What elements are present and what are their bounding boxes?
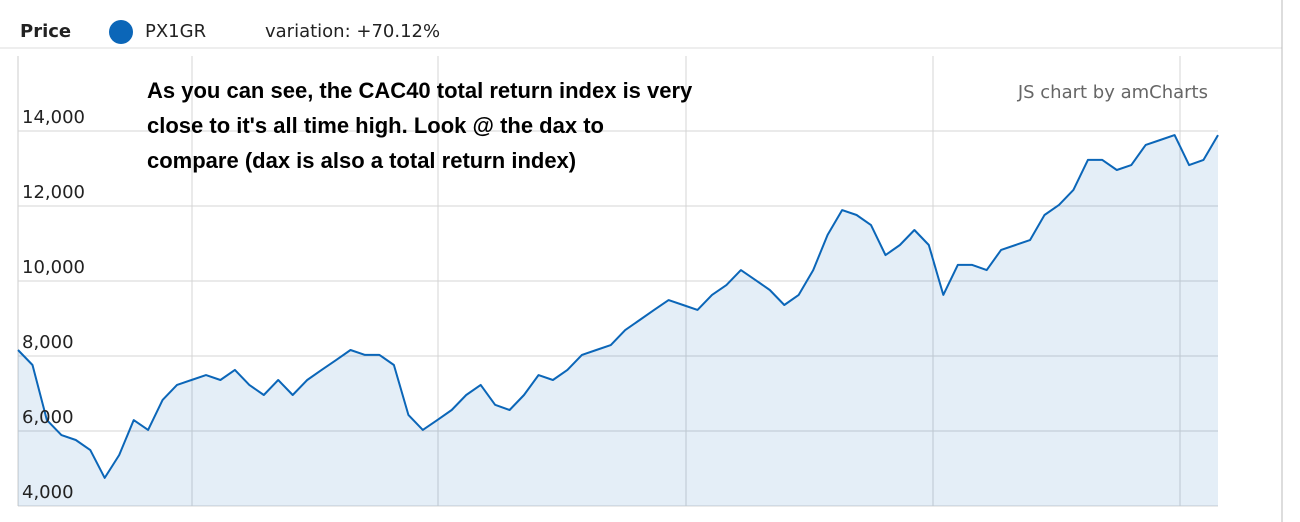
legend-swatch [109, 20, 133, 44]
area-fill [18, 135, 1218, 506]
annotation: close to it's all time high. Look @ the … [147, 113, 604, 138]
y-tick-label: 12,000 [22, 182, 85, 203]
y-tick-label: 8,000 [22, 332, 74, 353]
legend-label: PX1GR [145, 21, 206, 42]
y-tick-label: 4,000 [22, 482, 74, 503]
y-tick-label: 6,000 [22, 407, 74, 428]
y-tick-label: 10,000 [22, 257, 85, 278]
line [17, 134, 1219, 479]
credit: JS chart by amCharts [1017, 82, 1208, 103]
annotation: As you can see, the CAC40 total return i… [147, 78, 693, 103]
variation: variation: +70.12% [265, 21, 440, 42]
annotation: compare (dax is also a total return inde… [147, 148, 576, 173]
chart-title: Price [20, 21, 71, 42]
y-tick-label: 14,000 [22, 107, 85, 128]
